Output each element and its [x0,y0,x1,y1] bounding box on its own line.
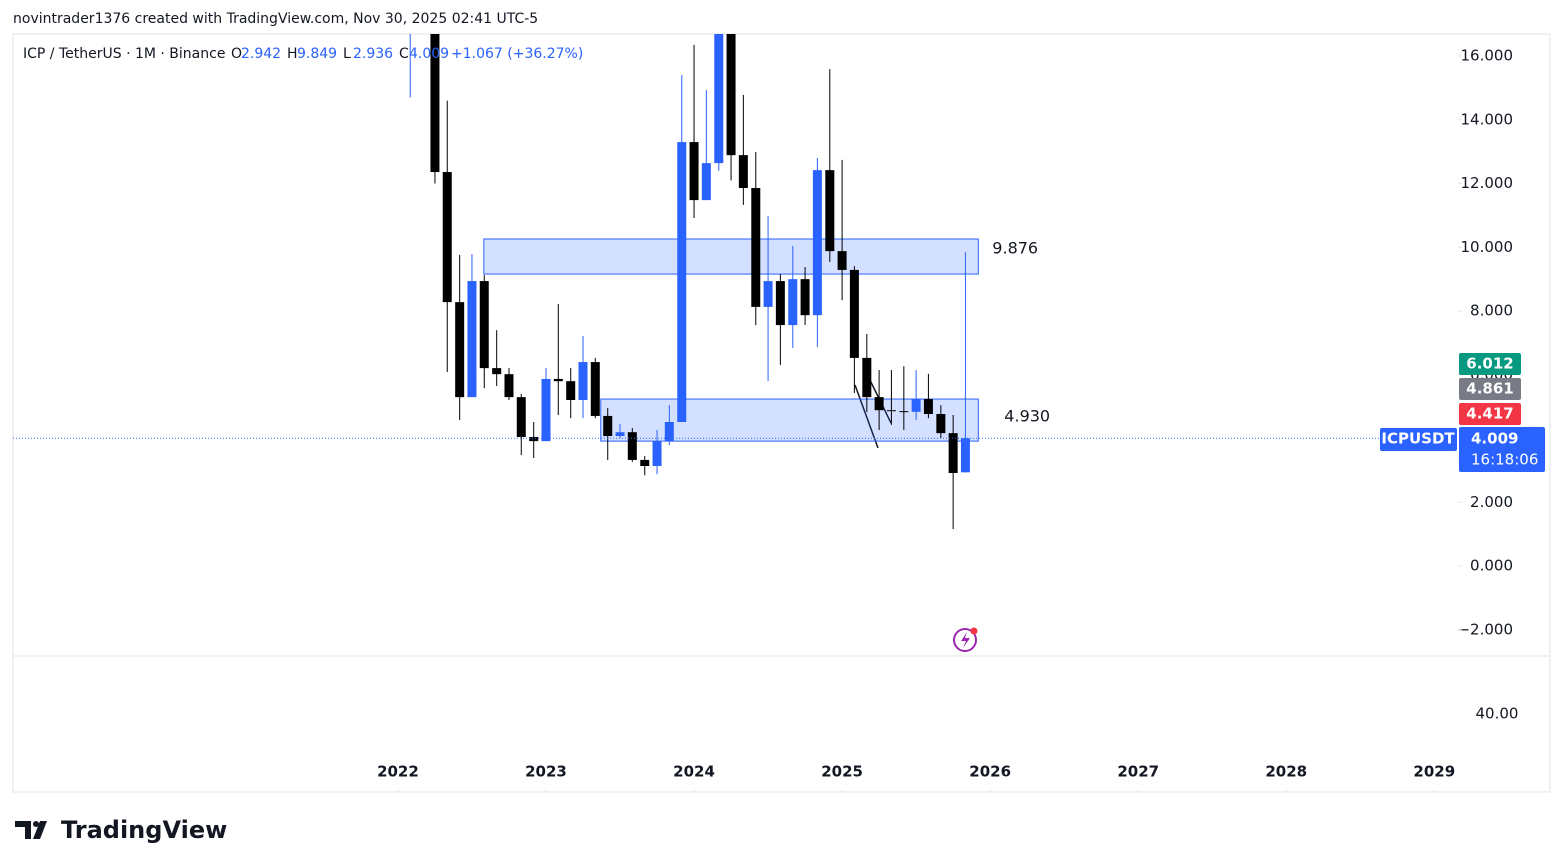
ohlc-value: 4.009 [409,46,449,62]
candle-body [775,281,785,326]
ohlc-key: C [399,46,409,62]
lower-pane-tick: 40.00 [1476,705,1519,723]
candle-body [652,441,662,466]
ohlc-value: 2.942 [241,46,281,62]
candle-body [603,415,613,437]
countdown: 16:18:06 [1471,451,1538,469]
candle-body [442,172,452,303]
y-tick-label: 14.000 [1461,110,1514,128]
y-tick-label: 16.000 [1461,46,1514,64]
x-tick-label: 2022 [377,763,419,781]
candle-body [689,142,699,201]
x-tick-label: 2025 [821,763,863,781]
brand-logo [15,821,47,839]
candle-body [701,163,711,201]
candle-body [516,397,526,437]
candle-body [763,281,773,307]
candle-body [479,281,489,369]
candle-body [664,421,674,442]
candle-body [553,378,563,382]
candle-body [615,432,625,437]
candle-body [738,155,748,188]
credit: novintrader1376 created with TradingView… [13,11,538,27]
ohlc-value: 2.936 [353,46,393,62]
candle-body [874,397,884,411]
ticker-bg [1380,428,1457,451]
candle-body [960,438,970,473]
candle-body [751,187,761,307]
x-tick-label: 2029 [1413,763,1455,781]
candle-body [529,436,539,442]
price-label-bg [1459,353,1521,375]
price-label: 6.012 [1466,355,1513,373]
candle-body [812,170,822,316]
price-label-bg [1459,403,1521,425]
y-tick-label: 8.000 [1470,302,1513,320]
candle-body [800,279,810,316]
ticker: ICPUSDT [1381,430,1455,448]
candle-body [430,34,440,173]
last-price: 4.009 [1471,430,1518,448]
y-tick-label: 2.000 [1470,493,1513,511]
candle-body [541,378,551,442]
x-tick-label: 2026 [969,763,1011,781]
price-label-bg [1459,378,1521,400]
zone-label: 9.876 [992,238,1038,257]
zone-label: 4.930 [1004,407,1050,426]
ohlc-key: O [231,46,242,62]
x-tick-label: 2027 [1117,763,1159,781]
symbol: ICP / TetherUS · 1M · Binance [23,46,225,62]
y-tick-label: 12.000 [1461,174,1514,192]
candle-body [726,34,736,156]
candle-body [825,170,835,252]
candle-body [492,368,502,375]
ohlc-key: L [343,46,351,62]
ohlc-value: 9.849 [297,46,337,62]
price-label: 4.417 [1466,405,1513,423]
candle-body [640,459,650,466]
frame [12,33,1551,793]
drawn-trendline [854,384,879,449]
x-tick-label: 2028 [1265,763,1307,781]
price-label: 4.861 [1466,380,1513,398]
alert-icon [953,627,978,652]
candle-body [627,432,637,460]
candle-body [714,34,724,164]
candle-body [948,433,958,474]
y-tick-label: 10.000 [1461,238,1514,256]
candle-body [849,269,859,358]
candle-body [886,410,896,412]
y-tick-label: −2.000 [1457,620,1513,638]
change: +1.067 (+36.27%) [451,46,583,62]
candle-body [923,399,933,415]
candle-body [862,357,872,398]
candle-body [899,411,909,413]
x-tick-label: 2024 [673,763,715,781]
candle-body [566,381,576,400]
candle-body [578,362,588,400]
last-price-bg [1459,427,1545,472]
candle-body [590,362,600,416]
candle-body [455,302,465,398]
candle-body [467,281,477,398]
zone [483,238,979,275]
y-tick-label: 0.000 [1470,557,1513,575]
candle-body [504,374,514,398]
ohlc-key: H [287,46,298,62]
candle-body [837,251,847,270]
candle-body [677,142,687,422]
candle-body [788,279,798,326]
x-tick-label: 2023 [525,763,567,781]
plot [409,34,979,530]
candle-body [911,399,921,412]
brand: TradingView [61,816,227,844]
candle-body [936,414,946,434]
